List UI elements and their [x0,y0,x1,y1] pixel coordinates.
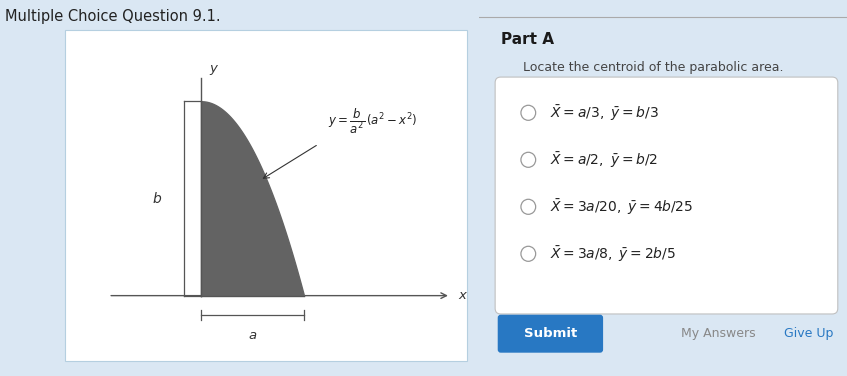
Text: Submit: Submit [523,327,577,340]
FancyBboxPatch shape [495,77,838,314]
Text: $y$: $y$ [208,63,219,77]
Text: My Answers: My Answers [681,327,756,340]
Text: Locate the centroid of the parabolic area.: Locate the centroid of the parabolic are… [523,61,783,74]
FancyBboxPatch shape [498,315,603,353]
Text: $x$: $x$ [458,289,468,302]
Text: $\bar{X} = 3a/8,\ \bar{y} = 2b/5$: $\bar{X} = 3a/8,\ \bar{y} = 2b/5$ [551,244,677,264]
Text: Multiple Choice Question 9.1.: Multiple Choice Question 9.1. [5,9,220,24]
Text: $\bar{X} = 3a/20,\ \bar{y} = 4b/25$: $\bar{X} = 3a/20,\ \bar{y} = 4b/25$ [551,197,694,217]
Text: $\bar{X} = a/3,\ \bar{y} = b/3$: $\bar{X} = a/3,\ \bar{y} = b/3$ [551,103,660,123]
Text: $a$: $a$ [248,329,257,342]
Text: $\bar{X} = a/2,\ \bar{y} = b/2$: $\bar{X} = a/2,\ \bar{y} = b/2$ [551,150,658,170]
Text: $b$: $b$ [152,191,163,206]
Text: Part A: Part A [501,32,554,47]
Text: Give Up: Give Up [784,327,833,340]
FancyBboxPatch shape [64,30,467,361]
Text: $y = \dfrac{b}{a^2}\,(a^2 - x^2)$: $y = \dfrac{b}{a^2}\,(a^2 - x^2)$ [329,107,418,136]
